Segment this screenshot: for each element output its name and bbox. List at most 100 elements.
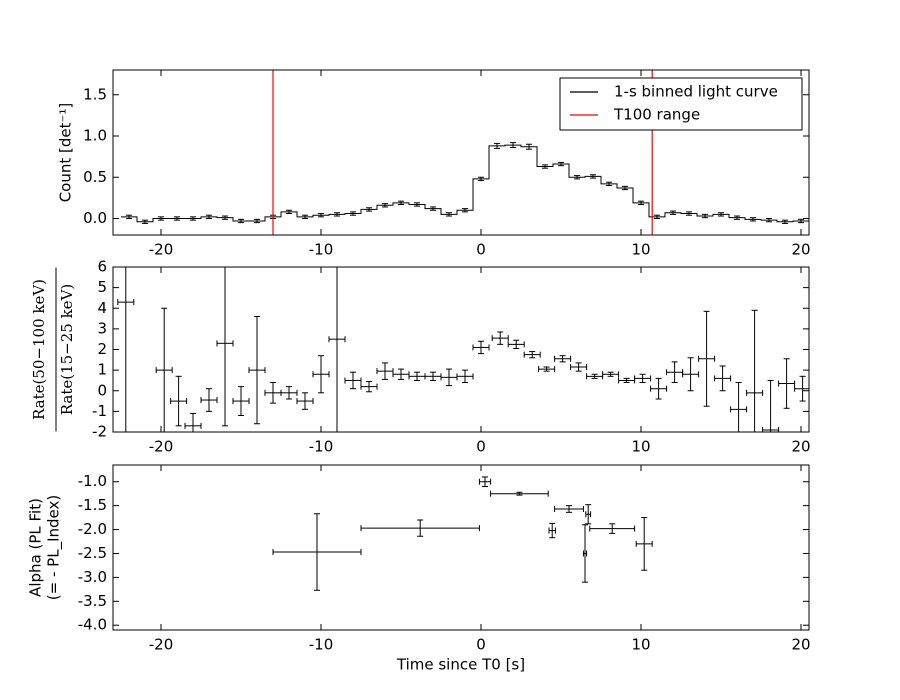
error-bar	[398, 200, 404, 205]
error-bar	[142, 219, 148, 224]
error-bar	[734, 215, 740, 220]
error-bar	[478, 476, 492, 488]
legend-box	[559, 77, 803, 131]
y-label: (= - PL_Index)	[45, 495, 64, 600]
error-bar	[296, 392, 314, 410]
error-bar	[272, 513, 362, 591]
x-tick-label: -10	[309, 241, 334, 259]
error-bar	[472, 340, 490, 355]
y-tick-label: 2	[97, 340, 107, 358]
error-bar	[430, 206, 436, 211]
y-label: Alpha (PL Fit)	[27, 498, 45, 597]
y-tick-label: 5	[97, 278, 107, 296]
error-bar	[222, 215, 228, 220]
error-bar	[548, 522, 556, 539]
error-bar	[585, 504, 592, 525]
error-bar	[702, 213, 708, 219]
y-tick-label: 0.5	[83, 168, 107, 186]
y-tick-label: -1.5	[78, 496, 107, 514]
error-bar	[190, 216, 196, 221]
x-tick-label: 10	[631, 241, 650, 259]
error-bar	[491, 331, 509, 345]
error-bar	[507, 339, 525, 349]
error-bar	[730, 382, 748, 432]
error-bar	[344, 371, 362, 390]
error-bar	[456, 369, 474, 383]
error-bar	[670, 210, 676, 215]
y-tick-label: -4.0	[78, 616, 107, 634]
x-tick-label: 10	[631, 636, 650, 654]
error-bar	[350, 211, 356, 216]
x-tick-label: -20	[149, 241, 174, 259]
x-tick-label: 20	[791, 636, 810, 654]
error-bar	[206, 214, 212, 219]
error-bar	[232, 386, 250, 416]
error-bar	[554, 505, 584, 513]
error-bar	[462, 208, 468, 213]
x-label: Time since T0 [s]	[396, 656, 525, 674]
error-bar	[635, 517, 653, 571]
error-bar	[366, 207, 372, 212]
x-tick-label: -20	[149, 438, 174, 456]
error-bar	[264, 382, 282, 404]
legend-label: T100 range	[613, 106, 700, 124]
y-tick-label: -1.0	[78, 472, 107, 490]
axes-frame	[112, 464, 810, 631]
error-bar	[718, 212, 724, 217]
error-bar	[666, 361, 684, 383]
error-bar	[424, 371, 442, 381]
axes-frame	[112, 266, 810, 433]
y-tick-label: 4	[97, 299, 107, 317]
x-tick-label: 20	[791, 438, 810, 456]
error-bar	[590, 174, 596, 179]
error-bar	[650, 377, 668, 400]
error-bar	[746, 309, 764, 432]
error-bar	[538, 366, 556, 373]
error-bar	[570, 362, 588, 372]
error-bar	[360, 519, 480, 537]
error-bar	[510, 142, 516, 149]
x-tick-label: -10	[309, 636, 334, 654]
x-tick-label: 0	[476, 636, 486, 654]
y-tick-label: 1.0	[83, 127, 107, 145]
error-bar	[446, 212, 452, 217]
y-tick-label: 1.5	[83, 85, 107, 103]
error-bar	[586, 373, 604, 380]
error-bar	[554, 355, 572, 363]
y-label: Rate(15−25 keV)	[58, 284, 76, 416]
error-bar	[542, 164, 548, 169]
error-bar	[622, 185, 628, 191]
x-tick-label: 0	[476, 241, 486, 259]
y-label: Rate(50−100 keV)	[30, 279, 48, 420]
error-bar	[216, 267, 234, 427]
error-bar	[117, 267, 135, 432]
error-bar	[328, 267, 346, 432]
y-tick-label: 0	[97, 381, 107, 399]
error-bar	[440, 368, 458, 387]
error-bar	[200, 388, 218, 412]
error-bar	[238, 218, 244, 224]
error-bar	[606, 181, 612, 186]
error-bar	[392, 368, 410, 380]
legend: 1-s binned light curve T100 range	[559, 77, 803, 131]
error-bar	[523, 351, 541, 359]
error-bar	[158, 216, 164, 221]
error-bar	[280, 386, 298, 400]
error-bar	[286, 209, 292, 215]
error-bar	[602, 371, 620, 378]
error-bar	[126, 214, 132, 219]
error-bar	[478, 176, 484, 182]
y-tick-label: 6	[97, 258, 107, 276]
y-tick-label: -2	[92, 423, 107, 441]
error-bar	[782, 219, 788, 224]
y-tick-label: 3	[97, 319, 107, 337]
error-bar	[334, 212, 340, 217]
error-bar	[170, 375, 188, 427]
y-tick-label: -2.0	[78, 520, 107, 538]
x-tick-label: 0	[476, 438, 486, 456]
error-bar	[682, 357, 700, 392]
error-bar	[634, 373, 652, 383]
error-bar	[654, 214, 660, 219]
error-bar	[490, 490, 549, 497]
